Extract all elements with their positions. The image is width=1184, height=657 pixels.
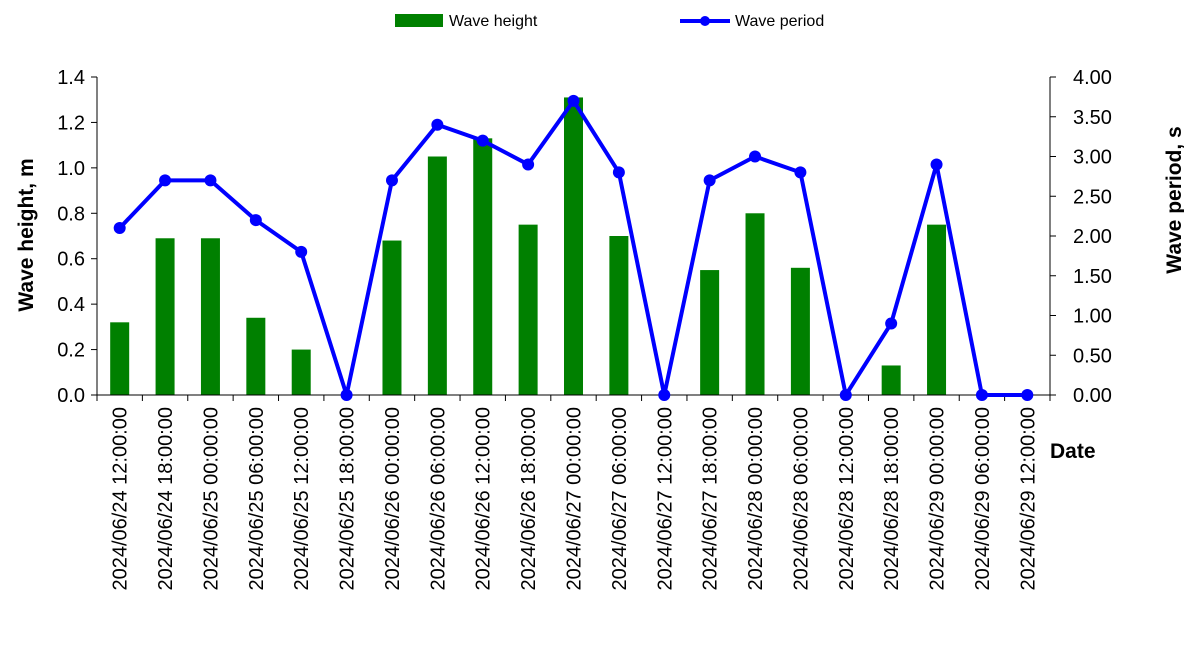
y-tick-label: 0.6 [57,249,85,271]
point-wave-period [658,389,671,401]
y2-tick-label: 2.00 [1073,226,1112,248]
point-wave-period [522,158,535,171]
point-wave-period [159,174,172,187]
point-wave-period [340,389,353,401]
x-tick-label: 2024/06/25 12:00:00 [291,407,313,591]
x-tick-label: 2024/06/27 00:00:00 [564,407,586,591]
x-tick-label: 2024/06/28 18:00:00 [881,407,903,591]
bar-wave-height [200,238,220,395]
point-wave-period [385,174,398,187]
bar-wave-height [110,322,130,395]
bar-wave-height [427,156,447,395]
y2-tick-label: 4.00 [1073,67,1112,89]
legend-swatch-wave-height [395,14,443,27]
bar-wave-height [745,213,765,395]
point-wave-period [567,94,580,107]
bar-wave-height [564,97,583,395]
x-tick-label: 2024/06/27 18:00:00 [700,407,722,591]
x-tick-label: 2024/06/29 00:00:00 [927,407,949,591]
y2-axis-title: Wave period, s [1163,126,1184,273]
y-tick-label: 0.4 [57,294,85,316]
x-tick-label: 2024/06/26 00:00:00 [382,407,404,591]
point-wave-period [885,317,898,330]
point-wave-period [975,389,988,401]
bar-wave-height [291,349,311,395]
y2-tick-label: 1.00 [1073,306,1112,328]
x-tick-label: 2024/06/28 06:00:00 [790,407,812,591]
bar-wave-height [518,224,538,395]
x-tick-label: 2024/06/27 12:00:00 [654,407,676,591]
bar-wave-height [609,236,629,395]
point-wave-period [703,174,716,187]
point-wave-period [204,174,217,187]
y2-tick-label: 0.00 [1073,385,1112,407]
bar-wave-height [155,238,175,395]
bar-wave-height [790,267,810,395]
point-wave-period [749,150,762,163]
x-tick-label: 2024/06/29 06:00:00 [972,407,994,591]
x-tick-label: 2024/06/26 06:00:00 [427,407,449,591]
x-tick-label: 2024/06/26 12:00:00 [473,407,495,591]
point-wave-period [431,118,444,131]
bar-wave-height [881,365,901,395]
point-wave-period [612,166,625,179]
point-wave-period [930,158,943,171]
x-tick-label: 2024/06/29 12:00:00 [1017,407,1039,591]
x-tick-label: 2024/06/28 00:00:00 [745,407,767,591]
x-tick-label: 2024/06/27 06:00:00 [609,407,631,591]
point-wave-period [1021,389,1034,401]
point-wave-period [476,134,489,147]
x-tick-label: 2024/06/26 18:00:00 [518,407,540,591]
y-tick-label: 0.8 [57,203,85,225]
y2-tick-label: 0.50 [1073,345,1112,367]
legend-label-wave-period: Wave period [735,13,824,30]
y2-tick-label: 2.50 [1073,186,1112,208]
bar-wave-height [700,270,720,395]
x-tick-label: 2024/06/25 06:00:00 [246,407,268,591]
bar-wave-height [927,224,947,395]
legend-marker-wave-period [700,16,710,26]
y2-tick-label: 1.50 [1073,266,1112,288]
y2-tick-label: 3.50 [1073,107,1112,129]
bar-wave-height [473,138,493,396]
x-tick-label: 2024/06/25 18:00:00 [337,407,359,591]
y-tick-label: 0.0 [57,385,85,407]
y-tick-label: 0.2 [57,340,85,362]
legend: Wave height Wave period [395,13,824,30]
x-tick-label: 2024/06/24 12:00:00 [110,407,132,591]
x-tick-label: 2024/06/24 18:00:00 [155,407,177,591]
point-wave-period [249,214,262,227]
y-axis-title: Wave height, m [15,158,38,311]
bar-wave-height [246,317,266,395]
point-wave-period [113,222,126,235]
point-wave-period [794,166,807,179]
bar-wave-height [382,240,402,395]
y-tick-label: 1.2 [57,112,85,134]
point-wave-period [295,245,308,258]
x-tick-label: 2024/06/25 00:00:00 [200,407,222,591]
point-wave-period [839,389,852,401]
y-tick-label: 1.4 [57,67,85,89]
y2-tick-label: 3.00 [1073,147,1112,169]
x-axis-title: Date [1050,440,1096,463]
x-tick-label: 2024/06/28 12:00:00 [836,407,858,591]
y-tick-label: 1.0 [57,158,85,180]
legend-label-wave-height: Wave height [449,13,538,30]
